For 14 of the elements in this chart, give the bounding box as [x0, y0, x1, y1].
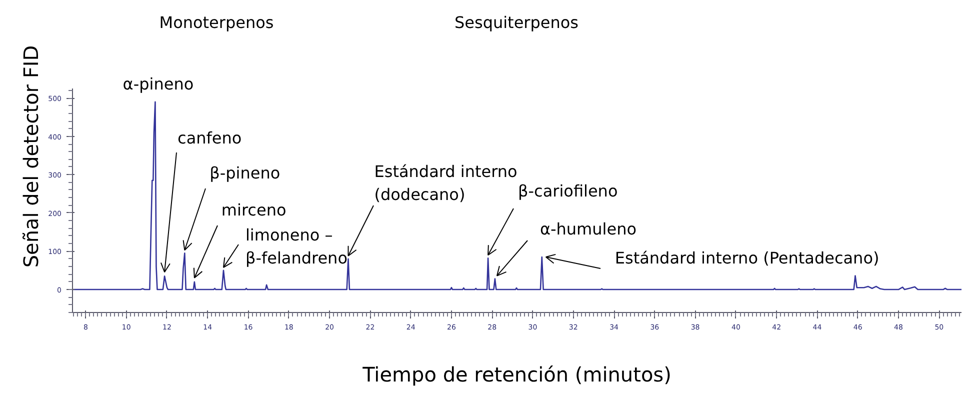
annotation: Estándard interno (dodecano) [374, 162, 518, 204]
annotation: Estándard interno (Pentadecano) [614, 248, 880, 268]
annotation: β-cariofileno [518, 182, 618, 201]
annotation: α-pineno [122, 74, 194, 94]
line-series [72, 101, 962, 290]
annotation: mirceno [221, 200, 286, 220]
y-axis-title: Señal del detector FID [19, 45, 44, 268]
annotation: α-humuleno [540, 219, 636, 238]
annotation: β-pineno [210, 164, 280, 183]
annotation: limoneno – β-felandreno [245, 225, 348, 268]
text: Monoterpenos [159, 13, 274, 32]
text: Sesquiterpenos [454, 13, 579, 32]
annotation: canfeno [178, 128, 242, 148]
x-axis-title: Tiempo de retención (minutos) [362, 362, 672, 386]
